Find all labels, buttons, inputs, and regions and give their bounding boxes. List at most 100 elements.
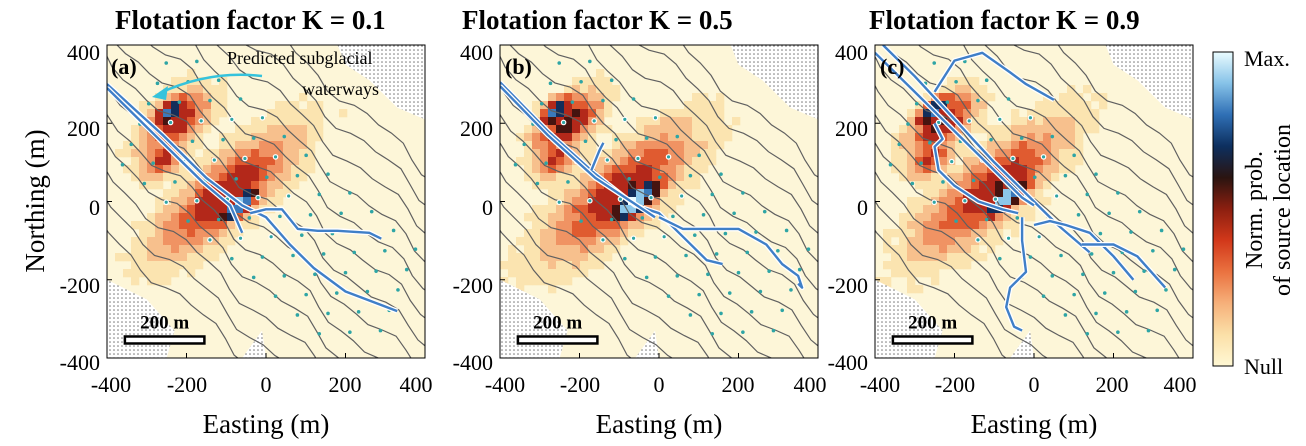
heat-cell (708, 149, 717, 158)
colorbar-null-label: Null (1244, 354, 1283, 379)
station-ring (652, 114, 659, 121)
heat-cell (660, 189, 669, 198)
heat-cell (299, 149, 308, 158)
heat-cell (1099, 101, 1108, 110)
heat-cell (708, 157, 717, 166)
heat-cell (947, 141, 956, 150)
heat-cell (652, 125, 661, 134)
heat-cell (596, 261, 605, 270)
station-point (164, 200, 169, 205)
station-point (936, 120, 941, 125)
heat-cell (556, 221, 565, 230)
heat-cell (692, 93, 701, 102)
station-point (644, 136, 649, 140)
heat-cell (907, 277, 916, 286)
heat-cell (275, 133, 284, 142)
heat-cell (171, 173, 180, 182)
station-point (949, 159, 954, 164)
heat-cell (516, 261, 525, 270)
station-point (195, 198, 199, 203)
heat-cell (963, 181, 972, 190)
heat-cell (259, 197, 268, 206)
heat-cell (532, 237, 541, 246)
heat-cell (572, 149, 581, 158)
heat-cell (219, 133, 228, 142)
heat-cell (548, 277, 557, 286)
station-point (649, 195, 653, 200)
station-point (548, 81, 553, 86)
station-ring (207, 237, 213, 243)
station-point (295, 313, 300, 317)
station-point (557, 61, 562, 65)
heat-cell (636, 125, 645, 134)
plot-area: 200 m (875, 45, 1193, 358)
heat-cell (1019, 141, 1028, 150)
heat-cell (971, 165, 980, 174)
heat-cell (516, 277, 525, 286)
heat-cell (556, 181, 565, 190)
heat-cell (131, 141, 140, 150)
heat-cell (660, 133, 669, 142)
heat-cell (923, 213, 932, 222)
heat-cell (307, 141, 316, 150)
heat-cell (1075, 117, 1084, 126)
heat-cell (243, 165, 252, 174)
heat-cell (540, 269, 549, 278)
heat-cell (580, 189, 589, 198)
y-tick-label: 400 (835, 40, 868, 65)
heat-cell (899, 261, 908, 270)
heat-cell (652, 197, 661, 206)
heat-cell (163, 245, 172, 254)
heat-cell (171, 269, 180, 278)
heat-cell (692, 157, 701, 166)
station-point (1032, 175, 1037, 180)
heat-cell (211, 149, 220, 158)
heat-cell (1027, 173, 1036, 182)
heat-cell (676, 141, 685, 150)
station-point (914, 101, 919, 106)
station-point (719, 172, 723, 176)
heat-cell (939, 205, 948, 214)
heat-cell (572, 213, 581, 222)
heat-cell (1067, 125, 1076, 134)
heat-cell (1091, 125, 1100, 134)
heat-cell (1035, 141, 1044, 150)
heat-cell (708, 141, 717, 150)
x-tick-label: 200 (329, 372, 362, 397)
heat-cell (939, 149, 948, 158)
station-point (273, 294, 278, 298)
station-point (666, 155, 671, 159)
heat-cell (572, 77, 581, 86)
heat-cell (267, 109, 276, 118)
station-point (1037, 234, 1041, 239)
heat-cell (516, 285, 525, 294)
heat-cell (899, 269, 908, 278)
station-point (710, 192, 715, 197)
station-point (186, 219, 190, 223)
waterway-line (933, 122, 1019, 215)
heat-cell (548, 157, 557, 166)
heat-cell (195, 253, 204, 262)
outside-area (337, 45, 425, 120)
heat-cell (939, 125, 948, 134)
heat-cell (163, 189, 172, 198)
heat-cell (604, 221, 613, 230)
station-point (1028, 115, 1033, 120)
heat-cell (187, 197, 196, 206)
heat-cell (572, 141, 581, 150)
station-point (1072, 292, 1076, 297)
station-point (954, 219, 958, 223)
heat-cell (532, 205, 541, 214)
heat-cell (588, 229, 597, 238)
station-point (579, 219, 583, 223)
heat-cell (676, 165, 685, 174)
heat-cell (923, 197, 932, 206)
station-point (216, 217, 221, 222)
heat-cell (931, 221, 940, 230)
station-point (208, 98, 212, 103)
heat-cell (203, 101, 212, 110)
heat-cell (203, 213, 212, 222)
heat-cell (588, 149, 597, 158)
station-point (976, 98, 980, 103)
heat-cell (187, 189, 196, 198)
